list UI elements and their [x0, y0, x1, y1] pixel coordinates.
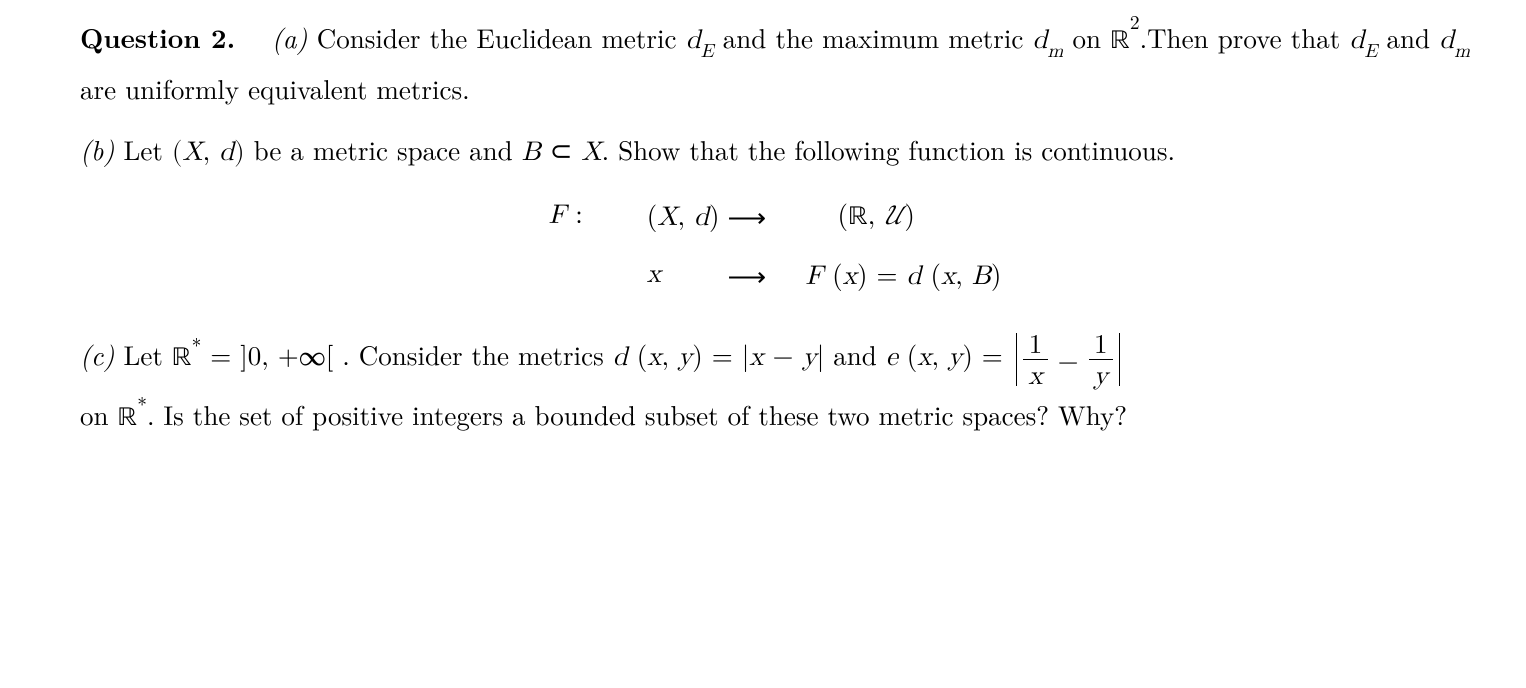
c-minus: −	[764, 335, 803, 373]
question-page: Question 2. (a) Consider the Euclidean m…	[0, 0, 1526, 470]
c-y3: y	[948, 344, 962, 371]
para-c: (c) Let ℝ∗ = ]0, +∞[ . Consider the metr…	[80, 328, 1470, 442]
part-c-text2: . Consider the metrics	[333, 335, 612, 373]
comma-6: ,	[932, 335, 949, 373]
comma-5: ,	[661, 335, 678, 373]
sym-X: X	[182, 139, 202, 166]
fn-X: X	[657, 204, 677, 231]
par-open-7: (	[907, 335, 918, 373]
part-c-text1: Let	[115, 335, 172, 373]
part-a-text1: Consider the Euclidean metric	[317, 18, 686, 56]
sym-star2: ∗	[137, 384, 147, 412]
par-close-4: )	[857, 254, 868, 292]
c-x3: x	[917, 344, 931, 371]
fn-arrow-2: ⟶	[728, 252, 798, 298]
fn-B: B	[972, 263, 991, 290]
par-open-6: (	[637, 335, 648, 373]
part-a-text4: .Then prove that	[1140, 18, 1350, 56]
frac-1x-num: 1	[1025, 328, 1047, 358]
fn-rhs: F (x) = d (x, B)	[806, 250, 1002, 300]
par-open: (	[172, 139, 183, 166]
part-a-text3: on	[1063, 18, 1110, 56]
function-definition: F : (X, d) ⟶ (ℝ, 𝒰) x ⟶ F (x) = d (x, B)	[549, 190, 1002, 300]
part-c-text3: on	[80, 395, 118, 433]
fn-eq: =	[867, 254, 906, 292]
fn-d2: d	[906, 263, 930, 290]
sym-U: 𝒰	[884, 203, 904, 230]
sym-dm-2: dm	[1439, 27, 1470, 54]
fn-x: x	[647, 252, 720, 298]
frac-1y: 1 y	[1089, 328, 1113, 391]
frac-1y-den: y	[1089, 359, 1113, 391]
par-open-4: (	[832, 254, 843, 292]
part-b-text2: be a metric space and	[245, 130, 522, 168]
part-c-label: (c)	[80, 335, 115, 373]
c-x2: x	[749, 344, 763, 371]
part-c-text4: . Is the set of positive integers a boun…	[147, 395, 1127, 433]
part-a-text2: and the maximum metric	[714, 18, 1033, 56]
c-x: x	[647, 344, 661, 371]
frac-1x: 1 x	[1023, 328, 1047, 391]
comma-3: ,	[868, 194, 885, 232]
abs-minus: −	[1050, 346, 1087, 373]
sym-Rstar: ℝ	[172, 345, 192, 372]
sym-B: B	[522, 139, 541, 166]
part-a-text6: are uniformly equivalent metrics.	[80, 69, 470, 107]
comma: ,	[203, 130, 220, 168]
fn-F: F :	[549, 193, 583, 239]
par-close: )	[234, 139, 245, 166]
sym-X2: X	[581, 139, 601, 166]
para-a: Question 2. (a) Consider the Euclidean m…	[80, 14, 1470, 112]
fn-arrow-1: ⟶	[728, 193, 798, 239]
part-b-text1: Let	[115, 130, 172, 168]
interval: ]0, +∞[	[240, 335, 333, 373]
fn-domain: (X, d)	[647, 191, 720, 241]
question-label: Question 2.	[80, 17, 235, 56]
par-close-6: ) = |	[692, 335, 749, 373]
comma-2: ,	[678, 195, 695, 233]
par-open-3: (	[838, 194, 849, 232]
par-close-2: )	[709, 195, 720, 233]
sym-R: ℝ	[848, 204, 868, 231]
eq: =	[201, 335, 240, 373]
sym-star: ∗	[192, 325, 202, 353]
par-open-2: (	[647, 195, 658, 233]
part-a-text5: and	[1377, 18, 1439, 56]
frac-1y-num: 1	[1090, 328, 1112, 358]
fn-colon: :	[566, 202, 582, 229]
fn-d: d	[694, 204, 709, 231]
fn-x2: x	[843, 263, 857, 290]
frac-1x-den: x	[1023, 359, 1047, 391]
abs-bar-l	[1016, 333, 1018, 386]
fn-x3: x	[941, 263, 955, 290]
part-b-label: (b)	[80, 130, 115, 168]
comma-4: ,	[955, 254, 972, 292]
c-y2: y	[803, 344, 817, 371]
part-b-text3: . Show that the following function is co…	[602, 130, 1175, 168]
sym-R2-sup: 2	[1130, 7, 1140, 35]
sym-R2: ℝ	[1110, 28, 1130, 55]
par-close-7: ) =	[962, 335, 1012, 373]
sym-dxy: d	[613, 344, 637, 371]
fn-F-sym: F	[549, 202, 567, 229]
par-close-3: )	[904, 194, 915, 232]
sym-subset: ⊂	[550, 130, 573, 168]
sym-dE-2: dE	[1349, 27, 1377, 54]
part-c-and: and	[824, 335, 886, 373]
para-b: (b) Let (X, d) be a metric space and B ⊂…	[80, 126, 1470, 176]
sym-Rstar2: ℝ	[118, 405, 138, 432]
abs-bar-r	[1119, 333, 1121, 386]
sym-exy: e	[886, 344, 907, 371]
fn-codomain: (ℝ, 𝒰)	[806, 190, 1002, 241]
abs-expr: 1 x − 1 y	[1012, 328, 1125, 391]
par-open-5: (	[930, 254, 941, 292]
part-a-label: (a)	[272, 18, 308, 56]
sym-dm: dm	[1033, 27, 1064, 54]
sym-dE: dE	[686, 27, 714, 54]
sym-d: d	[219, 139, 234, 166]
par-close-5: )	[991, 254, 1002, 292]
fn-Fx: F	[806, 263, 833, 290]
c-y: y	[678, 344, 692, 371]
